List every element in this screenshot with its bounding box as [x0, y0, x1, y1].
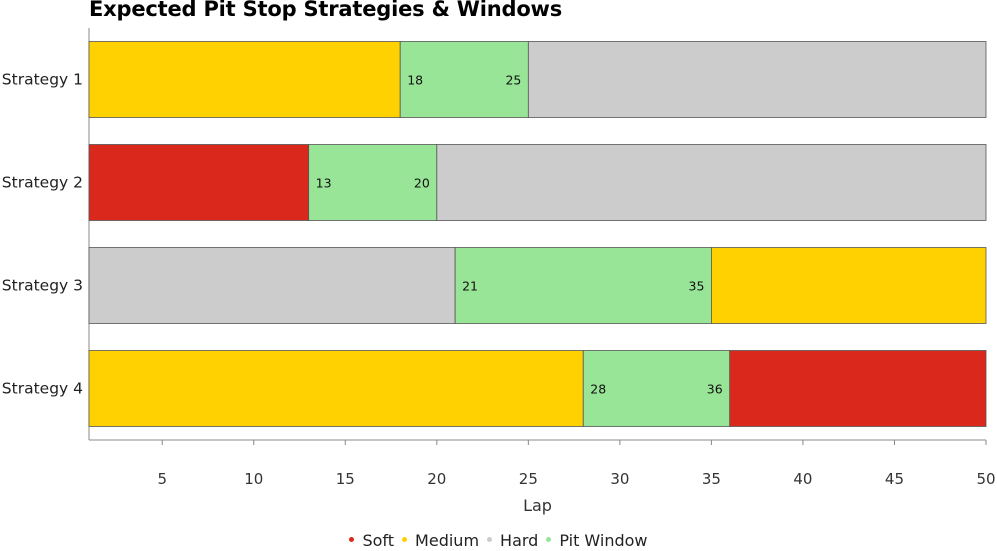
- bar-segment-soft: [729, 350, 987, 427]
- y-tick-label: Strategy 2: [2, 174, 83, 192]
- legend-dot-icon: [349, 537, 355, 542]
- bar-segment-medium: [88, 350, 584, 427]
- legend-label: Soft: [362, 531, 395, 550]
- x-tick-label: 45: [885, 470, 904, 488]
- pit-window-start-label: 28: [590, 382, 606, 397]
- legend-label: Hard: [500, 531, 539, 550]
- chart-legend: Soft Medium Hard Pit Window: [0, 531, 997, 550]
- legend-dot-icon: [487, 537, 493, 542]
- x-tick-label: 50: [976, 470, 995, 488]
- x-tick-label: 20: [427, 470, 446, 488]
- legend-item: Soft: [349, 531, 394, 550]
- bar-segment-medium: [88, 41, 401, 118]
- bar-segment-hard: [436, 144, 987, 221]
- pit-window-start-label: 21: [462, 279, 478, 294]
- legend-dot-icon: [402, 537, 408, 542]
- x-tick-label: 25: [519, 470, 538, 488]
- pit-window-start-label: 18: [407, 73, 423, 88]
- pit-window-end-label: 35: [689, 279, 705, 294]
- bar-segment-pit-window: [399, 41, 529, 118]
- bar-segment-pit-window: [582, 350, 731, 427]
- legend-label: Pit Window: [559, 531, 648, 550]
- x-axis-title: Lap: [523, 496, 552, 515]
- bar-segment-soft: [88, 144, 310, 221]
- pit-window-start-label: 13: [316, 176, 332, 191]
- y-tick-label: Strategy 4: [2, 380, 83, 398]
- legend-item: Hard: [487, 531, 538, 550]
- x-tick-label: 40: [793, 470, 812, 488]
- x-tick-label: 5: [157, 470, 167, 488]
- pit-window-end-label: 25: [505, 73, 521, 88]
- bar-segment-pit-window: [454, 247, 712, 324]
- chart-title: Expected Pit Stop Strategies & Windows: [89, 0, 563, 21]
- x-tick-label: 30: [610, 470, 629, 488]
- bar-segment-medium: [711, 247, 987, 324]
- x-tick-label: 10: [244, 470, 263, 488]
- bar-segment-hard: [88, 247, 456, 324]
- pit-window-end-label: 36: [707, 382, 723, 397]
- x-tick-label: 15: [336, 470, 355, 488]
- legend-item: Medium: [402, 531, 479, 550]
- x-tick-label: 35: [702, 470, 721, 488]
- legend-item: Pit Window: [546, 531, 648, 550]
- bar-segment-hard: [527, 41, 987, 118]
- pit-window-end-label: 20: [414, 176, 430, 191]
- y-tick-label: Strategy 1: [2, 71, 83, 89]
- bar-segment-pit-window: [308, 144, 438, 221]
- legend-dot-icon: [546, 537, 552, 542]
- y-tick-label: Strategy 3: [2, 277, 83, 295]
- legend-label: Medium: [415, 531, 480, 550]
